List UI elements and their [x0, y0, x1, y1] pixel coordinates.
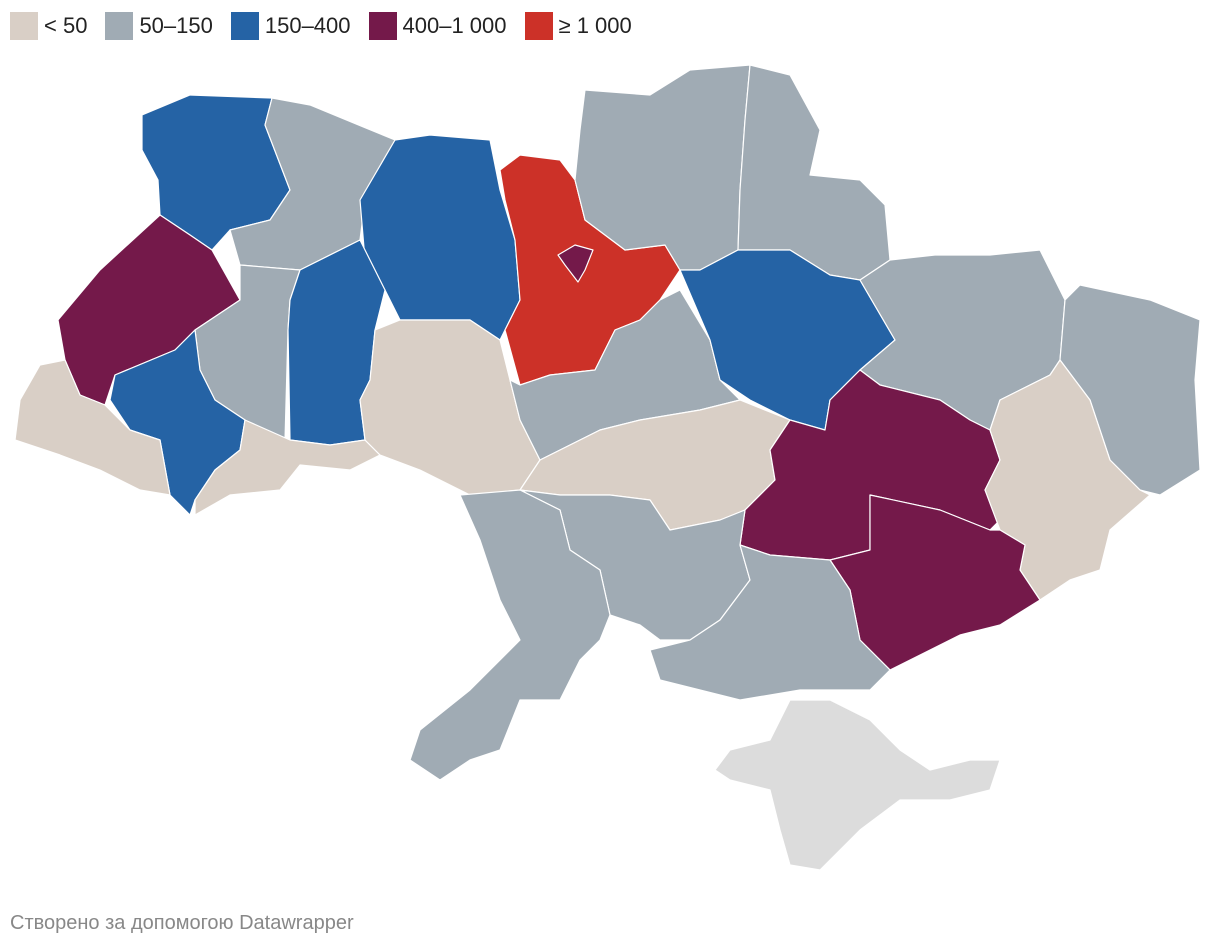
legend-label: 150–400: [264, 13, 351, 38]
legend-label: 400–1 000: [402, 13, 507, 38]
region: [557, 244, 594, 283]
footer: Створено за допомогою Datawrapper: [10, 912, 354, 934]
region: [649, 544, 891, 701]
map: [14, 64, 1201, 871]
legend-swatch: [524, 12, 553, 40]
region: [984, 359, 1151, 601]
legend-label: < 50: [44, 13, 88, 38]
legend-swatch: [368, 12, 397, 40]
legend-item: 400–1 000: [368, 12, 507, 40]
legend-item: 50–150: [105, 12, 213, 40]
region: [194, 419, 381, 516]
region: [409, 489, 611, 781]
legend-swatch: [105, 12, 134, 40]
region: [509, 289, 741, 461]
region: [359, 134, 521, 341]
legend-label: 50–150: [139, 13, 213, 38]
legend: < 50 50–150 150–400 400–1 000 ≥ 1 000: [10, 12, 632, 40]
legend-item: < 50: [10, 12, 87, 40]
legend-swatch: [230, 12, 259, 40]
legend-item: ≥ 1 000: [524, 12, 632, 40]
legend-item: 150–400: [230, 12, 351, 40]
region-no-data: [714, 699, 1001, 871]
legend-swatch: [10, 12, 38, 40]
region: [737, 64, 891, 281]
region: [14, 359, 171, 496]
legend-label: ≥ 1 000: [558, 13, 632, 38]
